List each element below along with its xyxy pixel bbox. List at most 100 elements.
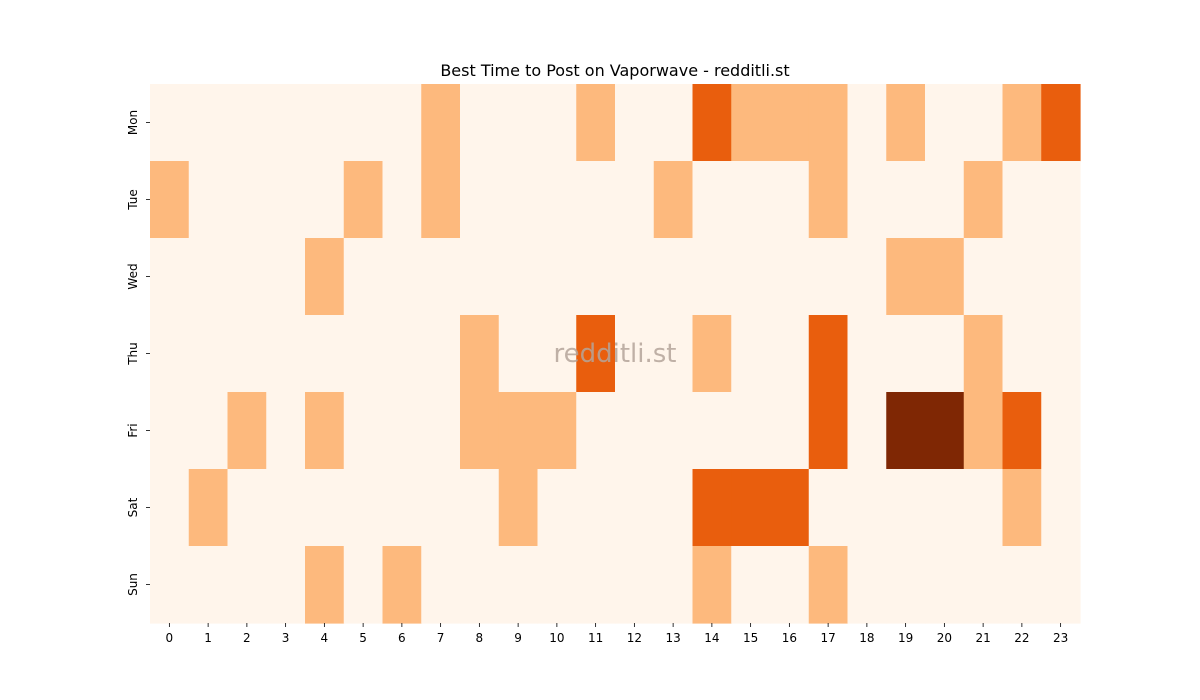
heatmap-cell (847, 546, 887, 624)
heatmap-cell (847, 161, 887, 239)
heatmap-cell (808, 546, 849, 624)
x-tick-label: 9 (514, 631, 522, 645)
heatmap-cell (731, 161, 771, 239)
y-axis: Mon Tue Wed Thu Fri Sat Sun (126, 110, 150, 596)
heatmap-cell (266, 392, 306, 470)
heatmap-cell (576, 315, 616, 393)
chart-title: Best Time to Post on Vaporwave - redditl… (440, 61, 789, 80)
heatmap-cell (886, 315, 926, 393)
heatmap-cell (925, 315, 965, 393)
heatmap-cell (847, 469, 887, 547)
heatmap-cell (227, 392, 267, 470)
heatmap-cell (343, 546, 384, 624)
heatmap-cell (653, 469, 694, 547)
heatmap-cell (692, 469, 732, 547)
y-tick-label: Sun (126, 573, 140, 596)
heatmap-cell (963, 315, 1004, 393)
heatmap-cell (460, 315, 500, 393)
heatmap-cell (266, 469, 306, 547)
x-tick-label: 14 (704, 631, 719, 645)
heatmap-cell (343, 469, 384, 547)
x-tick-label: 22 (1014, 631, 1029, 645)
x-tick-label: 4 (321, 631, 329, 645)
heatmap-cell (847, 315, 887, 393)
heatmap-cell (460, 84, 500, 162)
heatmap-cell (150, 84, 190, 162)
heatmap-cell (615, 161, 655, 239)
heatmap-cell (150, 161, 190, 239)
heatmap-cell (498, 469, 539, 547)
heatmap-cell (150, 469, 190, 547)
heatmap-cell (421, 469, 461, 547)
heatmap-cell (266, 546, 306, 624)
heatmap-cell (1002, 84, 1042, 162)
heatmap-cell (1041, 392, 1081, 470)
heatmap-cell (150, 315, 190, 393)
heatmap-cell (382, 546, 422, 624)
heatmap-cell (576, 238, 616, 316)
heatmap-cell (188, 238, 229, 316)
x-axis: 0 1 2 3 4 5 6 7 8 9 10 11 12 13 14 15 16 17 18 19 20 21 22 23 (166, 623, 1068, 645)
heatmap-cell (227, 469, 267, 547)
heatmap-cell (925, 546, 965, 624)
heatmap-cell (847, 392, 887, 470)
heatmap-cell (886, 238, 926, 316)
heatmap-cell (305, 84, 345, 162)
heatmap-cell (808, 392, 849, 470)
heatmap-cell (770, 238, 810, 316)
x-tick-label: 23 (1053, 631, 1068, 645)
y-tick-label: Thu (126, 342, 140, 366)
heatmap-cell (460, 546, 500, 624)
heatmap-cell (1002, 161, 1042, 239)
heatmap-cell (731, 546, 771, 624)
heatmap-cell (188, 546, 229, 624)
y-tick-label: Mon (126, 110, 140, 135)
heatmap-cell (343, 238, 384, 316)
y-tick-label: Sat (126, 497, 140, 517)
heatmap-cell (421, 84, 461, 162)
heatmap-cell (498, 238, 539, 316)
heatmap-cell (305, 469, 345, 547)
heatmap-cell (925, 392, 965, 470)
heatmap-cell (808, 469, 849, 547)
heatmap-cell (421, 161, 461, 239)
heatmap-cell (653, 315, 694, 393)
heatmap-cell (382, 238, 422, 316)
heatmap-cell (963, 469, 1004, 547)
heatmap-cell (770, 161, 810, 239)
heatmap-cell (188, 315, 229, 393)
heatmap-cell (382, 392, 422, 470)
heatmap-cell (460, 469, 500, 547)
heatmap-cell (227, 315, 267, 393)
heatmap-cell (382, 315, 422, 393)
heatmap-cell (382, 161, 422, 239)
heatmap-cell (886, 161, 926, 239)
heatmap-cell (460, 238, 500, 316)
heatmap-cell (150, 238, 190, 316)
heatmap-cell (537, 546, 577, 624)
heatmap-cell (266, 238, 306, 316)
heatmap-cell (692, 315, 732, 393)
x-tick-label: 21 (975, 631, 990, 645)
heatmap-cell (770, 84, 810, 162)
heatmap-cell (537, 392, 577, 470)
heatmap-cell (343, 84, 384, 162)
heatmap-cell (886, 546, 926, 624)
heatmap-cell (886, 84, 926, 162)
heatmap-cell (731, 84, 771, 162)
heatmap-cell (692, 161, 732, 239)
x-tick-label: 11 (588, 631, 603, 645)
heatmap-cell (537, 469, 577, 547)
heatmap-cell (615, 238, 655, 316)
heatmap-cell (498, 84, 539, 162)
heatmap-cell (537, 238, 577, 316)
heatmap-cell (537, 161, 577, 239)
x-tick-label: 7 (437, 631, 445, 645)
heatmap-cell (1041, 161, 1081, 239)
heatmap-cell (692, 392, 732, 470)
heatmap-cell (498, 161, 539, 239)
heatmap-cells (150, 84, 1081, 624)
heatmap-cell (150, 392, 190, 470)
heatmap-cell (343, 392, 384, 470)
